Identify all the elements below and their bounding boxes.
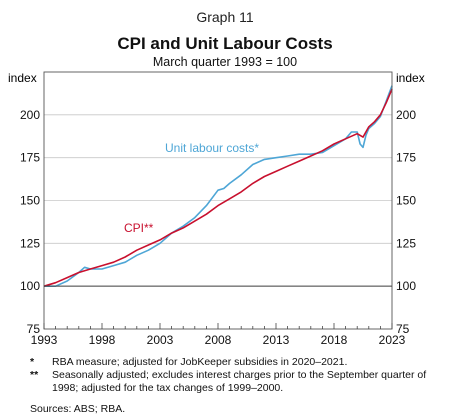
series-label-cpi: CPI** bbox=[124, 221, 154, 235]
x-tick-label: 1998 bbox=[89, 333, 116, 347]
y-tick-label-right: 150 bbox=[396, 194, 416, 208]
y-tick-label-right: 125 bbox=[396, 236, 416, 250]
y-axis-label-right: index bbox=[396, 71, 425, 85]
chart-subtitle: March quarter 1993 = 100 bbox=[152, 55, 298, 69]
footnote-text: RBA measure; adjusted for JobKeeper subs… bbox=[52, 356, 348, 368]
footnote-1: * RBA measure; adjusted for JobKeeper su… bbox=[30, 356, 440, 369]
y-tick-label-left: 75 bbox=[27, 322, 41, 336]
y-tick-label-left: 125 bbox=[20, 236, 40, 250]
x-tick-label: 1993 bbox=[31, 333, 58, 347]
y-tick-label-left: 175 bbox=[20, 151, 40, 165]
footnote-text: Seasonally adjusted; excludes interest c… bbox=[52, 369, 427, 394]
footnote-mark: * bbox=[30, 356, 35, 368]
x-tick-label: 2023 bbox=[379, 333, 406, 347]
series-line-ulc bbox=[44, 85, 393, 287]
footnote-mark: ** bbox=[30, 369, 39, 381]
y-axis-label-left: index bbox=[8, 71, 37, 85]
sources: Sources: ABS; RBA. bbox=[30, 403, 126, 415]
series-line-cpi bbox=[43, 88, 393, 287]
series-label-unit-labour-costs: Unit labour costs* bbox=[165, 141, 259, 155]
y-tick-label-right: 75 bbox=[396, 322, 410, 336]
graph-number: Graph 11 bbox=[196, 9, 254, 25]
x-tick-label: 2013 bbox=[263, 333, 290, 347]
y-tick-label-left: 200 bbox=[20, 108, 40, 122]
y-tick-label-left: 100 bbox=[20, 279, 40, 293]
y-tick-label-right: 100 bbox=[396, 279, 416, 293]
y-tick-label-right: 175 bbox=[396, 151, 416, 165]
x-tick-label: 2018 bbox=[321, 333, 348, 347]
footnote-2: ** Seasonally adjusted; excludes interes… bbox=[30, 369, 440, 395]
y-tick-label-left: 150 bbox=[20, 194, 40, 208]
y-tick-label-right: 200 bbox=[396, 108, 416, 122]
chart-title: CPI and Unit Labour Costs bbox=[117, 34, 333, 53]
footnotes: * RBA measure; adjusted for JobKeeper su… bbox=[30, 356, 440, 395]
x-tick-label: 2008 bbox=[205, 333, 232, 347]
x-tick-label: 2003 bbox=[147, 333, 174, 347]
